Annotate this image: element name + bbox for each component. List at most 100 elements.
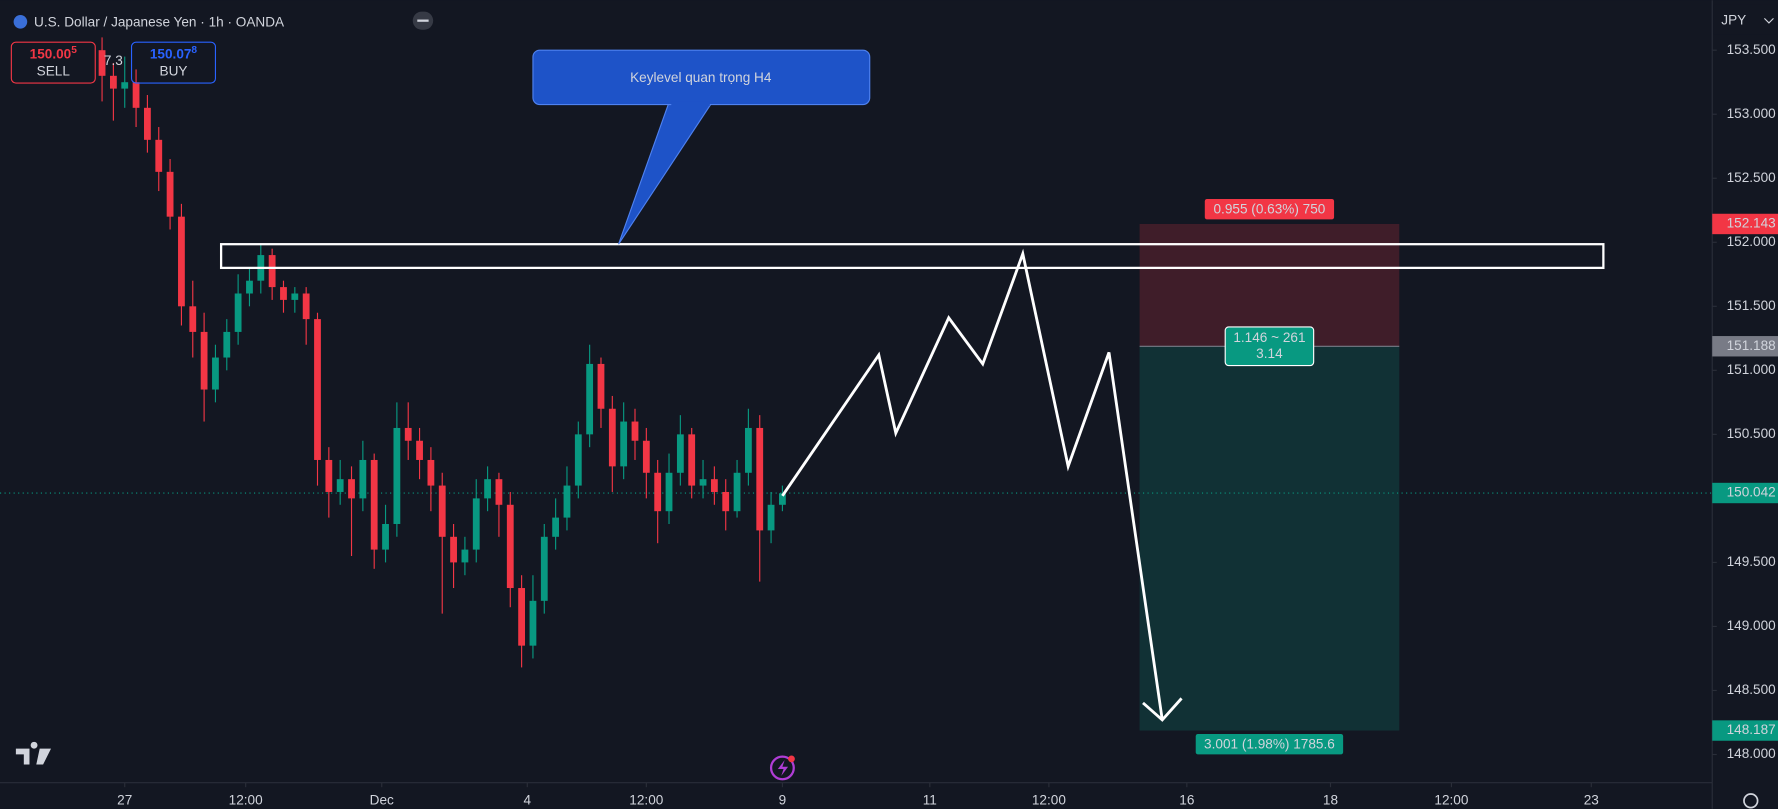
candle-body (370, 459, 378, 550)
target-zone (1139, 346, 1400, 731)
currency: JPY (1721, 12, 1746, 27)
candle-body (540, 536, 548, 601)
price-tag-label: 152.143 (1727, 216, 1776, 231)
x-tick-label: 4 (523, 792, 531, 807)
buy-price: 150.078 (150, 45, 198, 61)
entry-label: 1.146 ~ 261 (1233, 330, 1305, 345)
y-tick-label: 153.000 (1727, 106, 1777, 121)
notification-dot (788, 755, 795, 763)
x-tick-label: 11 (923, 792, 937, 807)
candle-body (121, 82, 129, 89)
y-tick-label: 152.000 (1727, 234, 1777, 249)
target-label-box (1195, 733, 1344, 755)
y-tick-label: 153.500 (1727, 42, 1777, 57)
candle-body (132, 82, 140, 108)
candle-body (642, 440, 650, 473)
lightning-icon (777, 759, 789, 776)
candle-body (268, 255, 276, 288)
candle-body (212, 357, 219, 390)
projection-path (781, 248, 1164, 721)
tv-logo (15, 741, 52, 765)
sell-price: 150.005 (30, 45, 78, 61)
candle-body (144, 107, 151, 140)
x-tick-label: 12:00 (629, 792, 663, 807)
y-tick-label: 148.000 (1727, 746, 1777, 761)
candle-body (359, 459, 367, 499)
price-tag-label: 150.042 (1727, 485, 1776, 500)
y-tick-label: 148.500 (1727, 682, 1777, 697)
callout-seam (671, 101, 710, 106)
x-tick-label: Dec (370, 792, 394, 807)
candle-body (223, 331, 231, 358)
sell-pip: 5 (71, 45, 77, 56)
x-tick-label: 27 (117, 792, 132, 807)
candle-body (325, 459, 333, 492)
price-tag (1712, 482, 1778, 504)
candle-body (654, 472, 662, 512)
stop-label-box (1204, 199, 1335, 220)
y-tick-label: 151.000 (1727, 362, 1777, 377)
x-tick-label: 12:00 (229, 792, 263, 807)
candle-body (620, 421, 628, 467)
candle-body (166, 171, 174, 217)
price-tag (1712, 213, 1778, 235)
price-tag-label: 148.187 (1727, 722, 1776, 737)
y-tick-label: 151.500 (1727, 298, 1777, 313)
x-tick-label: 12:00 (1032, 792, 1066, 807)
candle-body (676, 434, 684, 473)
candle-body (744, 427, 752, 473)
candle-body (563, 485, 571, 518)
candle-body (189, 306, 197, 332)
y-tick-label: 152.500 (1727, 170, 1777, 185)
candle-body (767, 504, 775, 531)
candle-body (608, 408, 616, 467)
candle-body (416, 440, 423, 460)
candle-body (710, 479, 718, 492)
sell-button[interactable] (10, 41, 96, 84)
candle-body (529, 600, 537, 646)
lightning-button[interactable] (769, 755, 795, 781)
candle-body (699, 479, 707, 486)
candle-body (246, 280, 253, 294)
x-tick-label: 16 (1179, 792, 1194, 807)
candle-body (574, 434, 582, 486)
candle-body (779, 493, 786, 505)
candle-body (472, 498, 480, 550)
candle-body (665, 472, 673, 512)
candle-body (586, 363, 594, 435)
candle-body (756, 427, 764, 531)
candle-body (280, 287, 287, 300)
candle-body (109, 75, 117, 89)
x-tick-label: 9 (779, 792, 787, 807)
buy-button[interactable] (130, 41, 217, 84)
buy-label: BUY (160, 63, 188, 78)
candle-body (438, 485, 446, 537)
candle-body (461, 549, 469, 563)
candle-body (382, 523, 389, 550)
y-tick-label: 150.500 (1727, 426, 1777, 441)
candle-body (506, 504, 514, 589)
price-tag (1712, 720, 1778, 741)
symbol-title: U.S. Dollar / Japanese Yen · 1h · OANDA (34, 15, 285, 30)
x-tick-label: 12:00 (1434, 792, 1468, 807)
y-tick-label: 149.000 (1727, 618, 1777, 633)
target-label: 3.001 (1.98%) 1785.6 (1204, 736, 1335, 751)
x-tick-label: 18 (1323, 792, 1338, 807)
price-tag (1712, 336, 1778, 357)
spread: 7.3 (104, 53, 123, 68)
callout-text: Keylevel quan trọng H4 (630, 70, 772, 85)
candle-body (314, 319, 321, 460)
candle-body (336, 479, 344, 492)
candle-body (291, 293, 299, 300)
candle-body (722, 491, 730, 512)
y-tick-label: 149.500 (1727, 554, 1777, 569)
buy-pip: 8 (191, 45, 197, 56)
candle-body (484, 479, 491, 499)
settings-icon[interactable] (1743, 793, 1759, 809)
x-tick-label: 23 (1584, 792, 1599, 807)
candle-body (234, 293, 242, 332)
candle-body (155, 139, 163, 172)
